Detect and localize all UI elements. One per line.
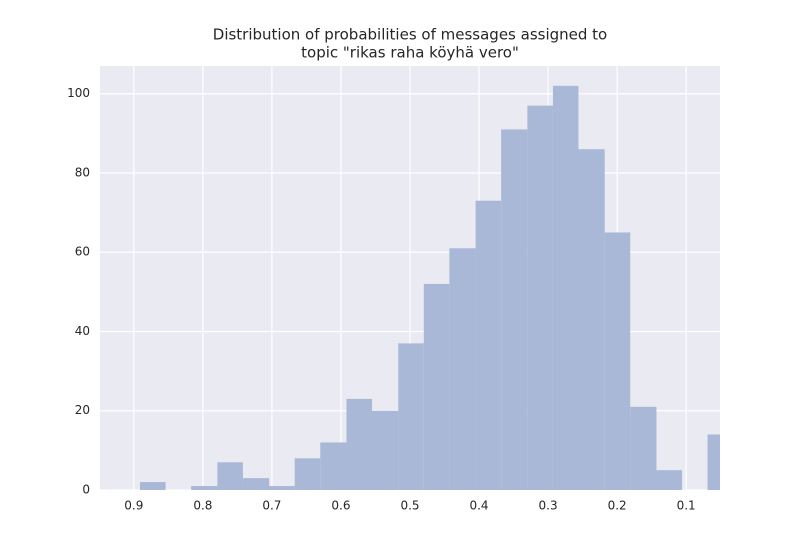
bar [372, 410, 399, 490]
x-tick-label: 0.1 [677, 499, 696, 513]
bar [449, 248, 476, 490]
tick-labels: 0 20 40 60 80 100 0.9 0.8 0.7 0.6 0.5 0.4 0.3 0.2 0.1 [67, 86, 696, 512]
bar [656, 470, 683, 490]
x-tick-label: 0.3 [539, 499, 558, 513]
y-tick-label: 20 [75, 403, 90, 417]
bar [501, 129, 528, 490]
bar [423, 283, 450, 490]
bar [630, 406, 657, 490]
x-tick-label: 0.4 [469, 499, 488, 513]
y-tick-label: 60 [75, 245, 90, 259]
bar [578, 149, 605, 490]
chart-title: topic "rikas raha köyhä vero" [301, 44, 519, 62]
bar [398, 343, 424, 490]
bar [140, 482, 166, 490]
bar [552, 85, 579, 490]
x-tick-label: 0.8 [193, 499, 212, 513]
x-tick-label: 0.7 [262, 499, 281, 513]
bar [346, 398, 373, 490]
x-tick-label: 0.5 [400, 499, 419, 513]
y-tick-label: 40 [75, 324, 90, 338]
bar [191, 486, 218, 490]
y-tick-label: 0 [82, 483, 90, 497]
chart-title: Distribution of probabilities of message… [213, 26, 607, 44]
bar [269, 486, 295, 490]
bar [242, 478, 270, 490]
bar [294, 458, 321, 490]
x-tick-label: 0.6 [331, 499, 350, 513]
bar [707, 434, 720, 490]
bar [320, 442, 347, 490]
x-tick-label: 0.9 [124, 499, 143, 513]
bar [604, 232, 631, 490]
bar [475, 200, 502, 490]
x-tick-label: 0.2 [608, 499, 627, 513]
bar [217, 462, 243, 490]
y-tick-label: 80 [75, 165, 90, 179]
bar [527, 105, 553, 490]
bars [140, 85, 720, 490]
y-tick-label: 100 [67, 86, 90, 100]
